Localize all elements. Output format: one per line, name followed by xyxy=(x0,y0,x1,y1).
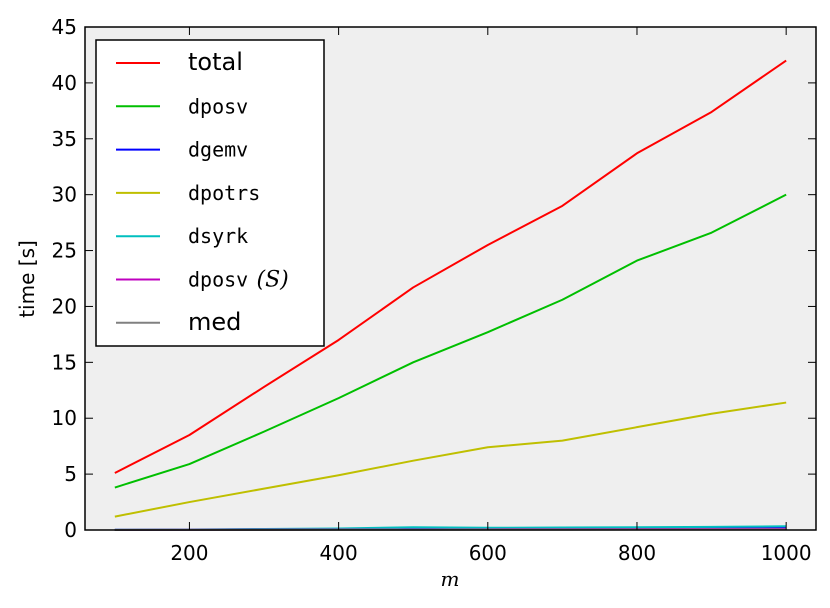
legend-label-suffix: (S) xyxy=(257,268,289,293)
y-tick-label: 15 xyxy=(52,350,77,374)
legend-label: dgemv xyxy=(188,138,248,162)
series-line-1 xyxy=(114,193,787,489)
legend-label: total xyxy=(188,48,243,76)
y-tick-label: 30 xyxy=(52,183,77,207)
legend-label: dpotrs xyxy=(188,181,260,205)
y-tick-label: 25 xyxy=(52,239,77,263)
x-tick-label: 200 xyxy=(170,541,208,565)
legend: total dposv dgemv dpotrs dsyrk dposv (S) med xyxy=(95,39,325,347)
legend-label: dsyrk xyxy=(188,224,248,248)
x-tick-label: 400 xyxy=(320,541,358,565)
x-axis-label: m xyxy=(441,567,460,591)
y-tick-label: 20 xyxy=(52,294,77,318)
legend-label: dposv xyxy=(188,94,248,118)
x-tick-label: 600 xyxy=(469,541,507,565)
x-tick-label: 800 xyxy=(618,541,656,565)
y-tick-label: 10 xyxy=(52,406,77,430)
y-tick-label: 40 xyxy=(52,71,77,95)
legend-label: dposv xyxy=(188,268,248,292)
series-line-0 xyxy=(114,59,787,474)
plot-frame xyxy=(84,26,817,531)
series-line-3 xyxy=(114,401,787,518)
y-tick-label: 35 xyxy=(52,127,77,151)
x-tick-label: 1000 xyxy=(761,541,812,565)
y-tick-label: 5 xyxy=(64,462,77,486)
y-axis-label: time [s] xyxy=(15,240,39,318)
y-tick-label: 45 xyxy=(52,15,77,39)
legend-label: med xyxy=(188,308,241,336)
y-tick-label: 0 xyxy=(64,518,77,542)
ticks-layer: 200 400 600 800 1000 0 5 10 15 20 25 30 35 40 45 xyxy=(52,15,816,565)
